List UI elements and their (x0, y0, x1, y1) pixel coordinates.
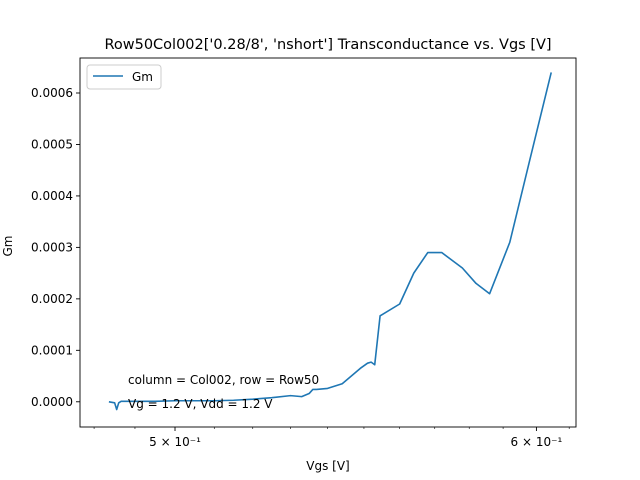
legend: Gm (86, 64, 162, 90)
y-tick-label: 0.0005 (31, 137, 73, 151)
y-tick-label: 0.0004 (31, 189, 73, 203)
y-axis-label: Gm (1, 236, 15, 257)
plot-area (108, 72, 553, 411)
axes-frame (79, 57, 577, 428)
chart-title: Row50Col002['0.28/8', 'nshort'] Transcon… (104, 37, 551, 53)
x-axis-label: Vgs [V] (306, 459, 349, 473)
series-line-gm (108, 72, 553, 411)
legend-box (86, 64, 162, 90)
y-tick-label: 0.0002 (31, 292, 73, 306)
legend-label-gm: Gm (132, 70, 153, 84)
annotation-location: column = Col002, row = Row50 (128, 373, 319, 387)
y-tick-label: 0.0006 (31, 86, 73, 100)
y-tick-label: 0.0003 (31, 240, 73, 254)
annotation-voltages: Vg = 1.2 V, Vdd = 1.2 V (128, 397, 273, 411)
y-tick-label: 0.0001 (31, 343, 73, 357)
axes: 0.0000 0.0001 0.0002 0.0003 0.0004 0.0005 0.00… (31, 57, 577, 449)
y-tick-label: 0.0000 (31, 395, 73, 409)
x-tick-label: 5 × 10⁻¹ (149, 435, 201, 449)
x-tick-label: 6 × 10⁻¹ (511, 435, 563, 449)
